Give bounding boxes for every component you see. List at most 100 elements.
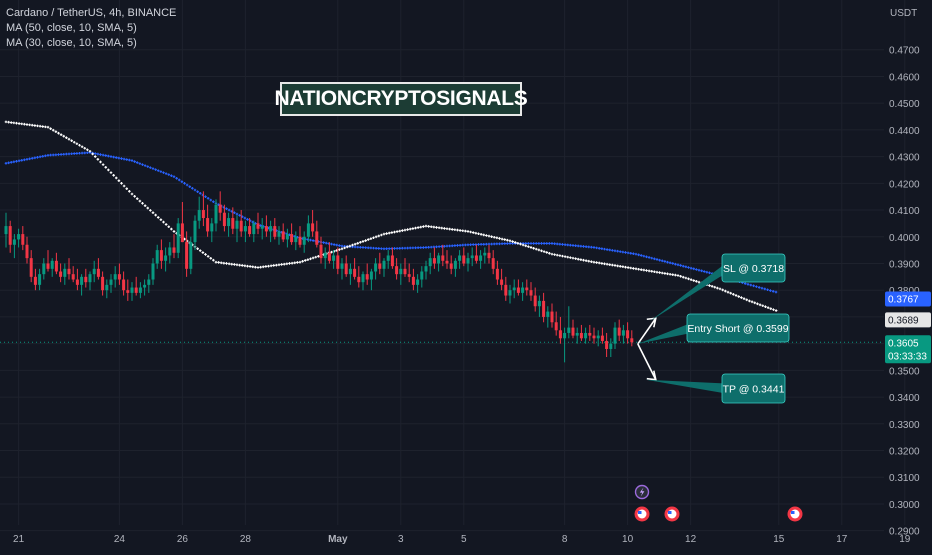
candle-body [302,236,306,245]
ma-marker [219,261,223,265]
candle [260,218,264,240]
ma-marker [78,143,81,147]
candles [4,191,634,363]
ma-marker [377,234,381,238]
ma-marker [141,202,144,205]
candle [38,268,42,291]
candle-body [42,263,46,275]
ma-marker [471,231,475,234]
ma-marker [172,175,176,178]
candle-body [235,220,239,229]
candle-body [122,279,126,291]
x-tick-label: 10 [622,534,634,545]
ma-marker [655,258,659,261]
ma-marker [429,245,433,249]
ma-marker [75,142,79,146]
ma-marker [395,247,399,250]
candle-body [621,330,625,336]
ma-marker [51,128,55,132]
candle-body [29,258,33,277]
ma-marker [406,228,409,231]
ma-marker [293,261,297,265]
ma-marker [282,262,286,266]
candle-body [8,226,12,245]
ma-marker [156,169,160,172]
ma-marker [474,231,478,235]
ma-marker [164,172,168,175]
ma-marker [99,153,102,156]
y-tick-label: 0.3900 [889,259,920,270]
ma-marker [764,305,767,309]
ma-marker [645,269,648,272]
ma-marker [626,266,630,269]
ma-marker [608,248,612,252]
ma-marker [86,151,89,155]
candle-body [46,263,50,269]
ma-marker [477,232,480,236]
ma-marker [737,295,741,298]
candle-body [327,252,331,261]
ma-marker [65,152,68,156]
ma-marker [345,245,349,249]
candle [92,260,96,283]
candle [180,202,184,243]
ma-marker [340,247,344,251]
x-tick-label: 8 [562,534,568,545]
candle [302,231,306,253]
ma-marker [424,224,428,228]
candle-body [500,279,504,285]
candle-body [248,226,252,235]
candle-body [537,300,541,307]
ma-marker [700,269,703,273]
candle [584,327,588,344]
ma-marker [120,182,123,185]
candle-body [54,260,58,272]
sl-arrow [637,317,657,345]
legend-ma-30[interactable]: MA (30, close, 10, SMA, 5) [6,37,137,49]
candle [428,252,432,275]
candle-body [533,295,537,307]
ma-marker [584,245,588,248]
candle [525,279,529,296]
ma-marker [542,242,546,245]
ma-marker [748,299,751,303]
ma-marker [38,155,42,159]
ma-marker [246,264,249,268]
ma-marker [537,242,541,245]
ma-marker [487,234,491,238]
ma-marker [548,242,551,245]
ma-marker [416,246,420,249]
legend-ma-50[interactable]: MA (50, close, 10, SMA, 5) [6,22,137,34]
ma-marker [532,246,535,250]
candle-body [323,252,327,259]
ma-marker [563,243,567,246]
ma-marker [616,264,619,268]
ma-marker [44,154,47,158]
ma-marker [558,242,562,246]
ma-marker [128,158,131,162]
candle-body [319,244,323,259]
candle [424,260,428,280]
ma-marker [288,262,291,265]
x-tick-label: 17 [836,534,848,545]
ma-marker [280,263,283,266]
ma-marker [209,257,213,260]
ma-marker [587,259,591,263]
ma-marker [49,153,52,157]
ma-marker [338,248,341,251]
candle-body [109,279,113,285]
candle [185,231,189,277]
ma-marker [745,298,749,302]
ma-marker [432,225,436,229]
candle-body [277,231,281,237]
ma-marker [529,242,533,245]
ma-marker [330,242,333,246]
ma-marker [437,245,441,248]
ma-marker [687,266,690,269]
candle-body [151,263,155,280]
candle-body [113,274,117,280]
trade-annotations: SL @ 0.3718 Entry Short @ 0.3599 TP @ 0.34… [637,253,790,404]
legend-symbol[interactable]: Cardano / TetherUS, 4h, BINANCE [6,7,177,19]
candle [71,266,75,283]
